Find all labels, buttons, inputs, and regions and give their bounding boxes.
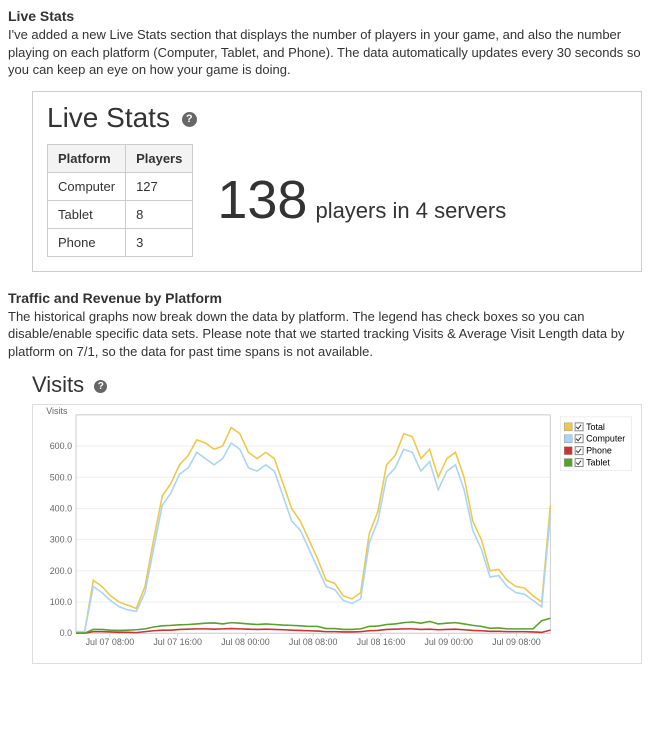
help-icon[interactable]: ? bbox=[182, 112, 197, 127]
svg-text:Jul 09 00:00: Jul 09 00:00 bbox=[424, 637, 473, 647]
svg-text:600.0: 600.0 bbox=[50, 441, 72, 451]
svg-text:100.0: 100.0 bbox=[50, 597, 72, 607]
svg-text:Jul 08 08:00: Jul 08 08:00 bbox=[289, 637, 338, 647]
player-count-label: players in 4 servers bbox=[315, 198, 506, 224]
legend-label: Total bbox=[586, 422, 605, 432]
visits-panel: Visits ? 0.0 100.0 200.0 300.0 400.0 500.0 600… bbox=[32, 372, 642, 669]
player-count: 138 bbox=[217, 169, 307, 231]
cell-platform: Computer bbox=[48, 172, 126, 200]
section2-desc: The historical graphs now break down the… bbox=[8, 308, 663, 361]
col-platform: Platform bbox=[48, 144, 126, 172]
table-row: Phone 3 bbox=[48, 228, 193, 256]
cell-platform: Phone bbox=[48, 228, 126, 256]
section2-heading: Traffic and Revenue by Platform bbox=[8, 290, 663, 306]
svg-text:200.0: 200.0 bbox=[50, 566, 72, 576]
legend-swatch-computer bbox=[564, 435, 572, 443]
help-icon[interactable]: ? bbox=[94, 380, 107, 393]
svg-text:400.0: 400.0 bbox=[50, 504, 72, 514]
legend-swatch-tablet bbox=[564, 459, 572, 467]
legend-swatch-phone bbox=[564, 447, 572, 455]
live-stats-panel: Live Stats ? Platform Players Computer 1… bbox=[32, 91, 642, 272]
svg-text:Visits: Visits bbox=[46, 406, 68, 416]
cell-players: 3 bbox=[126, 228, 193, 256]
section1-desc: I've added a new Live Stats section that… bbox=[8, 26, 663, 79]
svg-text:Jul 08 00:00: Jul 08 00:00 bbox=[221, 637, 270, 647]
visits-chart: 0.0 100.0 200.0 300.0 400.0 500.0 600.0 Visits J… bbox=[32, 404, 642, 664]
table-row: Computer 127 bbox=[48, 172, 193, 200]
svg-text:300.0: 300.0 bbox=[50, 535, 72, 545]
section1-heading: Live Stats bbox=[8, 8, 663, 24]
svg-text:Jul 07 08:00: Jul 07 08:00 bbox=[86, 637, 135, 647]
legend-label: Tablet bbox=[586, 458, 610, 468]
table-row: Tablet 8 bbox=[48, 200, 193, 228]
svg-text:Jul 08 16:00: Jul 08 16:00 bbox=[357, 637, 406, 647]
legend-label: Phone bbox=[586, 446, 612, 456]
cell-players: 8 bbox=[126, 200, 193, 228]
cell-players: 127 bbox=[126, 172, 193, 200]
live-stats-title-text: Live Stats bbox=[47, 102, 170, 133]
legend-swatch-total bbox=[564, 423, 572, 431]
legend-label: Computer bbox=[586, 434, 625, 444]
visits-title-text: Visits bbox=[32, 372, 84, 397]
live-stats-title: Live Stats ? bbox=[47, 102, 627, 134]
col-players: Players bbox=[126, 144, 193, 172]
cell-platform: Tablet bbox=[48, 200, 126, 228]
svg-text:Jul 07 16:00: Jul 07 16:00 bbox=[153, 637, 202, 647]
platform-table: Platform Players Computer 127 Tablet 8 P… bbox=[47, 144, 193, 257]
visits-title: Visits ? bbox=[32, 372, 642, 398]
svg-text:0.0: 0.0 bbox=[60, 628, 72, 638]
svg-text:500.0: 500.0 bbox=[50, 473, 72, 483]
svg-text:Jul 09 08:00: Jul 09 08:00 bbox=[492, 637, 541, 647]
live-summary: 138 players in 4 servers bbox=[217, 169, 506, 231]
